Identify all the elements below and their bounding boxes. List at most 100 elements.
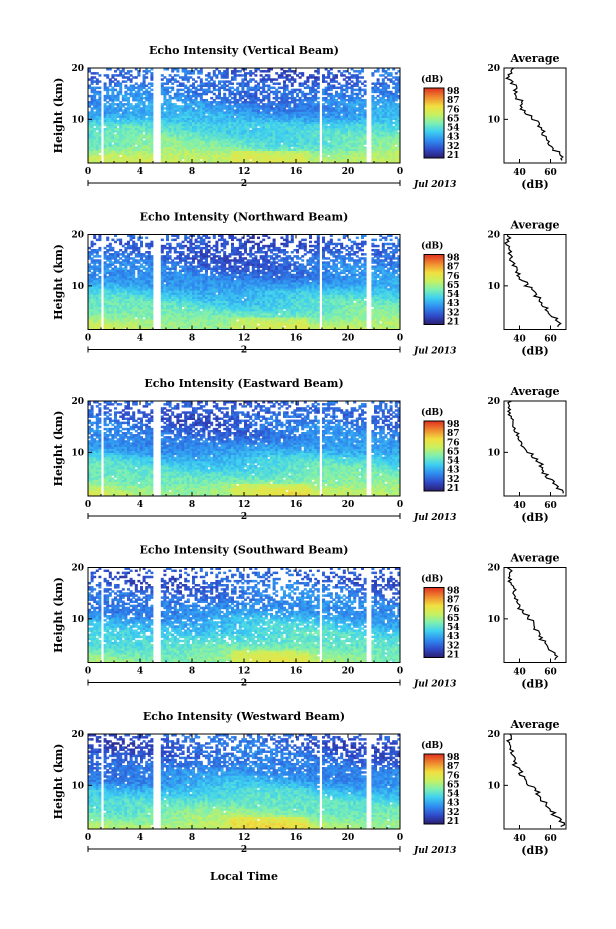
heatmap-cell — [353, 98, 357, 102]
heatmap-cell — [283, 138, 286, 141]
heatmap-cell — [132, 88, 136, 92]
colorbar-tick-label: 21 — [447, 151, 460, 161]
heatmap-cell — [246, 115, 250, 118]
heatmap-cell — [132, 138, 136, 141]
heatmap-cell — [137, 107, 141, 110]
heatmap-cell — [257, 121, 260, 125]
heatmap-cell — [244, 109, 247, 112]
heatmap-cell — [108, 158, 112, 162]
heatmap-cell — [160, 107, 164, 110]
heatmap-cell — [150, 146, 154, 149]
heatmap-cell — [121, 244, 125, 248]
heatmap-cell — [181, 107, 185, 110]
heatmap-cell — [379, 144, 383, 147]
heatmap-cell — [387, 160, 390, 164]
heatmap-cell — [257, 98, 260, 102]
heatmap-cell — [90, 136, 94, 139]
heatmap-cell — [124, 109, 128, 112]
heatmap-cell — [127, 144, 130, 147]
heatmap-cell — [205, 136, 208, 139]
heatmap-cell — [233, 68, 237, 71]
heatmap-cell — [337, 70, 341, 73]
heatmap-cell — [116, 327, 120, 330]
heatmap-cell — [277, 158, 281, 162]
heatmap-cell — [168, 113, 172, 116]
heatmap-cell — [163, 152, 167, 156]
heatmap-cell — [311, 96, 315, 100]
heatmap-cell — [332, 74, 336, 77]
heatmap-cell — [103, 246, 107, 250]
heatmap-cell — [168, 132, 172, 135]
heatmap-cell — [88, 317, 91, 320]
heatmap-cell — [244, 74, 247, 77]
heatmap-cell — [277, 82, 281, 85]
heatmap-cell — [301, 119, 305, 123]
heatmap-cell — [202, 103, 206, 106]
heatmap-cell — [171, 113, 175, 116]
heatmap-cell — [257, 158, 260, 162]
heatmap-cell — [121, 74, 125, 77]
heatmap-cell — [381, 132, 385, 135]
heatmap-cell — [306, 107, 310, 110]
heatmap-cell — [173, 148, 177, 152]
heatmap-cell — [387, 98, 390, 102]
heatmap-cell — [127, 96, 130, 100]
heatmap-cell — [246, 125, 250, 129]
heatmap-cell — [392, 146, 396, 149]
heatmap-cell — [184, 134, 188, 137]
heatmap-cell — [98, 234, 102, 237]
heatmap-cell — [197, 76, 201, 79]
heatmap-cell — [194, 123, 198, 127]
heatmap-cell — [116, 261, 120, 264]
heatmap-cell — [160, 140, 164, 143]
heatmap-cell — [290, 134, 294, 137]
heatmap-cell — [381, 121, 385, 125]
heatmap-cell — [132, 86, 136, 90]
heatmap-cell — [93, 261, 97, 264]
heatmap-cell — [194, 134, 198, 137]
heatmap-cell — [363, 134, 367, 137]
heatmap-cell — [145, 111, 149, 114]
heatmap-cell — [233, 134, 237, 137]
heatmap-cell — [249, 101, 253, 104]
heatmap-cell — [197, 136, 201, 139]
heatmap-cell — [379, 121, 383, 125]
heatmap-cell — [361, 123, 364, 127]
heatmap-cell — [90, 82, 94, 85]
heatmap-cell — [259, 98, 263, 102]
heatmap-cell — [254, 123, 258, 127]
heatmap-cell — [350, 109, 354, 112]
heatmap-cell — [387, 94, 390, 98]
heatmap-cell — [309, 150, 312, 154]
heatmap-cell — [199, 123, 203, 127]
heatmap-cell — [186, 90, 190, 94]
heatmap-cell — [93, 277, 97, 281]
heatmap-cell — [264, 78, 268, 81]
heatmap-cell — [199, 88, 203, 92]
heatmap-cell — [179, 158, 182, 162]
heatmap-cell — [241, 119, 245, 123]
heatmap-cell — [116, 92, 120, 96]
heatmap-cell — [127, 119, 130, 123]
heatmap-cell — [236, 119, 240, 123]
heatmap-cell — [246, 103, 250, 106]
heatmap-cell — [345, 152, 349, 156]
heatmap-cell — [332, 121, 336, 125]
heatmap-cell — [381, 90, 385, 94]
heatmap-cell — [288, 90, 292, 94]
heatmap-cell — [298, 72, 302, 75]
heatmap-cell — [262, 80, 266, 83]
heatmap-cell — [212, 115, 216, 118]
heatmap-cell — [137, 72, 141, 75]
heatmap-cell — [270, 86, 273, 90]
heatmap-cell — [262, 86, 266, 90]
heatmap-cell — [251, 140, 255, 143]
heatmap-cell — [134, 132, 138, 135]
heatmap-cell — [142, 134, 146, 137]
heatmap-cell — [106, 156, 110, 160]
x-tick-label: 12 — [238, 167, 251, 177]
heatmap-cell — [236, 109, 240, 112]
heatmap-cell — [246, 150, 250, 154]
heatmap-cell — [384, 132, 388, 135]
heatmap-cell — [119, 88, 123, 92]
